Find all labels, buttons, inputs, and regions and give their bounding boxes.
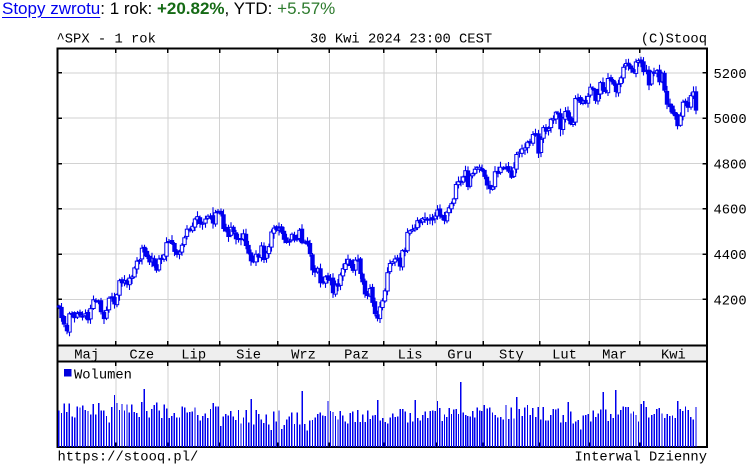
svg-text:4600: 4600 <box>714 204 747 219</box>
svg-text:Wrz: Wrz <box>291 348 316 363</box>
svg-text:Maj: Maj <box>74 347 99 363</box>
svg-text:4800: 4800 <box>714 158 747 173</box>
svg-text:Cze: Cze <box>129 348 154 363</box>
svg-text:Gru: Gru <box>447 348 472 363</box>
svg-text:5200: 5200 <box>714 68 747 83</box>
svg-text:Interwal Dzienny: Interwal Dzienny <box>575 450 707 466</box>
svg-text:Sty: Sty <box>499 348 524 363</box>
svg-text:^SPX - 1 rok: ^SPX - 1 rok <box>57 32 156 48</box>
svg-text:30 Kwi 2024 23:00 CEST: 30 Kwi 2024 23:00 CEST <box>310 32 492 48</box>
svg-text:Mar: Mar <box>602 348 627 363</box>
svg-text:https://stooq.pl/: https://stooq.pl/ <box>58 450 199 466</box>
svg-text:Sie: Sie <box>236 347 261 363</box>
svg-text:5000: 5000 <box>714 113 747 128</box>
svg-text:Lip: Lip <box>181 347 206 363</box>
svg-text:Paz: Paz <box>344 348 369 363</box>
svg-text:(C)Stooq: (C)Stooq <box>641 32 707 48</box>
svg-text:Wolumen: Wolumen <box>74 367 132 383</box>
svg-text:Kwi: Kwi <box>661 347 686 363</box>
svg-text:Lut: Lut <box>552 348 577 363</box>
svg-text:4200: 4200 <box>714 294 747 309</box>
svg-text:Lis: Lis <box>398 347 423 363</box>
svg-text:4400: 4400 <box>714 249 747 264</box>
